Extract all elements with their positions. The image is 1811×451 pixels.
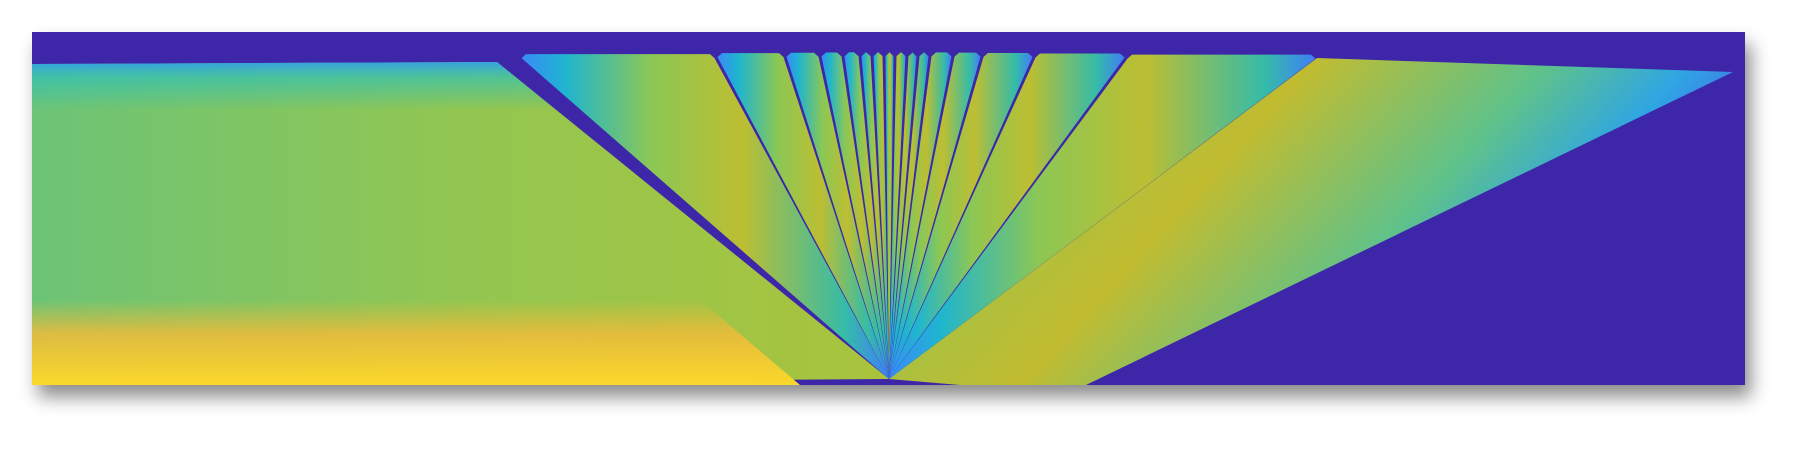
fan-wedge	[889, 52, 917, 380]
fan-wedge	[889, 52, 952, 380]
fan-wedge	[885, 52, 894, 380]
fan-wedge	[889, 52, 1033, 380]
fan-wedge	[889, 52, 981, 380]
fan-wedge	[844, 52, 889, 380]
fan-wedge	[889, 54, 1316, 379]
pattern	[32, 52, 1733, 385]
right-region	[889, 58, 1733, 385]
fan-wedge	[861, 52, 889, 380]
fan-wedge	[889, 53, 1125, 379]
fan-wedge	[521, 54, 889, 379]
fan-wedge	[717, 53, 889, 379]
fan-wedge	[889, 52, 906, 379]
fan-wedge	[873, 52, 889, 379]
fan-wedge	[821, 52, 889, 380]
fan-wedge	[889, 52, 929, 379]
fan-wedge	[786, 52, 889, 379]
bottom-band	[32, 300, 800, 385]
